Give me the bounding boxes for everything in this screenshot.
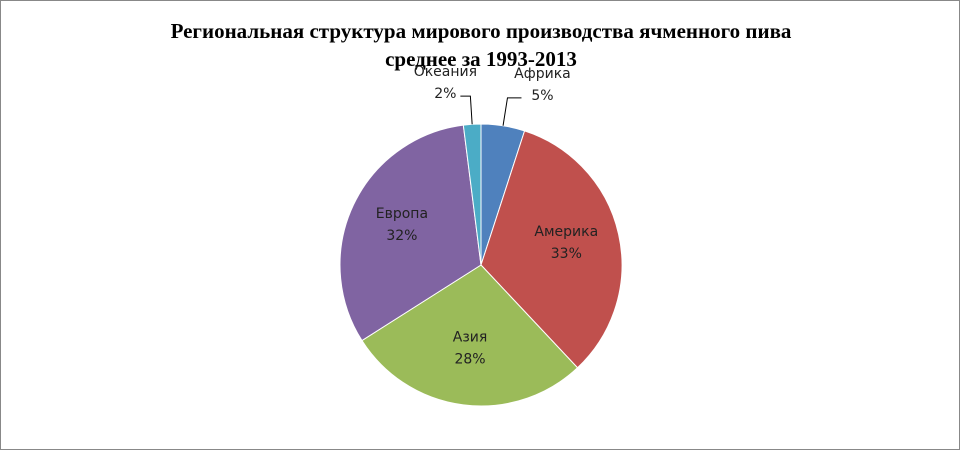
value-label: 2% [434,86,456,102]
value-label: 32% [386,228,417,244]
pie-slice [339,124,482,342]
leader-line [502,97,522,126]
value-label: 5% [531,88,553,104]
chart-title: Региональная структура мирового производ… [171,19,792,43]
pie-slice [361,264,579,407]
category-label: Азия [453,330,488,346]
chart-title: среднее за 1993-2013 [385,47,577,71]
value-label: 33% [551,246,582,262]
pie-slice [480,130,623,369]
pie-slice [462,123,482,266]
category-label: Америка [534,224,598,240]
category-label: Океания [414,64,477,80]
value-label: 28% [454,352,485,368]
category-label: Африка [514,66,571,82]
category-label: Европа [376,206,428,222]
leader-line [460,95,473,125]
